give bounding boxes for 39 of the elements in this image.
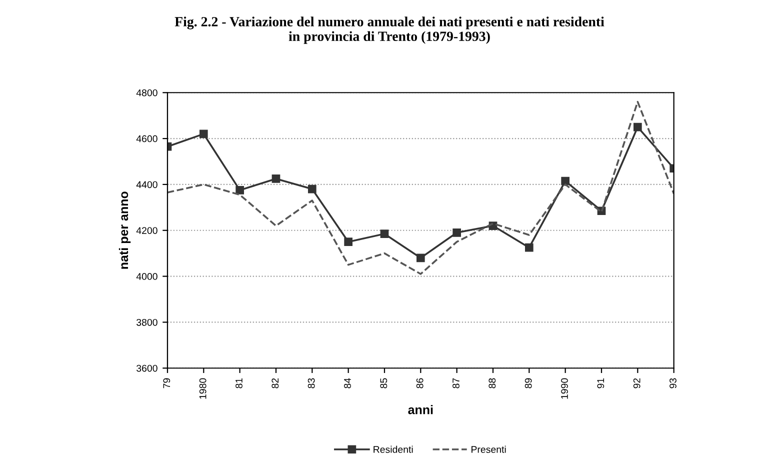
x-tick-label: 79 [163,378,170,388]
x-tick-label: 83 [308,378,315,388]
y-tick-label: 4600 [136,135,158,142]
x-tick-label: 81 [236,378,242,388]
x-tick-label: 1980 [199,378,206,399]
point [634,122,642,132]
y-axis-title: nati per anno [118,192,131,269]
legend-label: Residenti [374,446,413,453]
y-tick-label: 4000 [136,273,158,280]
y-tick-label: 3600 [136,364,158,372]
x-tick-label: 87 [452,378,460,388]
y-tick-label: 4400 [136,181,158,188]
x-tick-label: 92 [633,378,640,388]
y-tick-label: 3800 [136,318,158,326]
point [561,176,570,186]
x-tick-label: 84 [344,378,351,388]
point [452,228,461,237]
x-tick-label: 86 [416,378,424,388]
point [416,254,425,262]
point [236,186,244,194]
x-tick-label: 93 [670,378,676,388]
y-tick-label: 4200 [136,227,158,234]
point [272,174,280,183]
point [380,230,389,238]
point [344,238,352,246]
point [524,243,534,252]
point [308,184,316,194]
x-axis-title: anni [408,405,433,414]
x-tick-label: 1990 [561,378,568,399]
y-tick-label: 4800 [136,89,158,96]
x-tick-label: 91 [597,378,604,388]
x-tick-label: 85 [380,378,388,388]
legend-label: Presenti [472,446,506,453]
line-series [167,100,674,275]
x-tick-label: 82 [272,378,279,388]
x-tick-label: 88 [488,378,496,388]
x-tick-label: 89 [524,378,532,388]
chart-title: Fig. 2.2 - Variazione del numero annuale dei nati presenti e nati residenti in provincia di Trento (1979-1993) [174,16,604,44]
point [199,130,208,138]
